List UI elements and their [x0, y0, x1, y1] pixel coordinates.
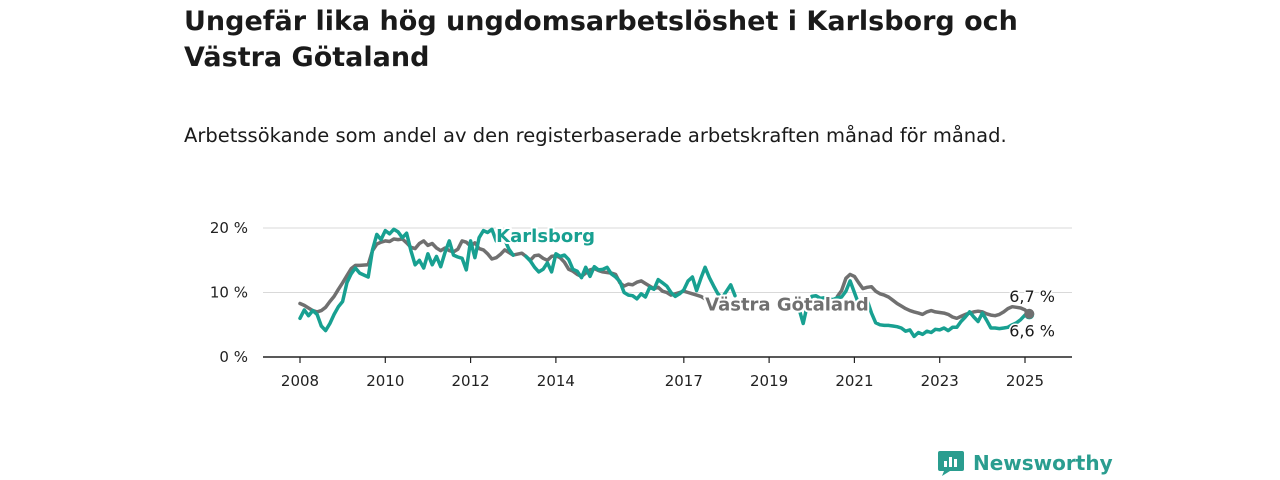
newsworthy-icon [938, 451, 964, 476]
y-tick-label: 10 % [210, 284, 248, 302]
series-label-karlsborg: Karlsborg [496, 226, 595, 247]
x-tick-label: 2021 [835, 372, 873, 390]
y-tick-label: 20 % [210, 219, 248, 237]
x-tick-label: 2017 [665, 372, 703, 390]
series-line-karlsborg [524, 252, 737, 301]
x-tick-label: 2014 [537, 372, 575, 390]
x-tick-label: 2025 [1006, 372, 1044, 390]
axes: 0 % 10 % 20 % 2008 2010 2012 2014 2017 2019 2021 2… [210, 219, 1072, 390]
series-labels: Karlsborg Västra Götaland 6,6 % 6,7 % [494, 224, 1056, 342]
gridlines [263, 227, 1072, 293]
series-line-karlsborg [797, 279, 1032, 339]
series-lines [298, 227, 1032, 339]
chart-subtitle: Arbetssökande som andel av den registerb… [184, 124, 1007, 147]
x-tick-label: 2012 [451, 372, 489, 390]
end-value-label-karlsborg: 6,6 % [1009, 321, 1055, 340]
end-value-label-v-stra-g-taland: 6,7 % [1009, 287, 1055, 306]
y-tick-label: 0 % [219, 348, 248, 366]
x-tick-label: 2010 [366, 372, 404, 390]
x-tick-label: 2023 [921, 372, 959, 390]
series-label-v-stra-g-taland: Västra Götaland [705, 295, 869, 316]
chart-title: Ungefär lika hög ungdomsarbetslöshet i K… [184, 6, 1018, 73]
x-tick-label: 2008 [281, 372, 319, 390]
brand-name: Newsworthy [973, 451, 1113, 475]
x-tick-label: 2019 [750, 372, 788, 390]
series-line-v-stra-g-taland [835, 272, 1032, 321]
newsworthy-logo[interactable]: Newsworthy [937, 448, 1113, 478]
end-point-v-stra-g-taland [1024, 308, 1035, 319]
series-line-karlsborg [298, 227, 515, 333]
